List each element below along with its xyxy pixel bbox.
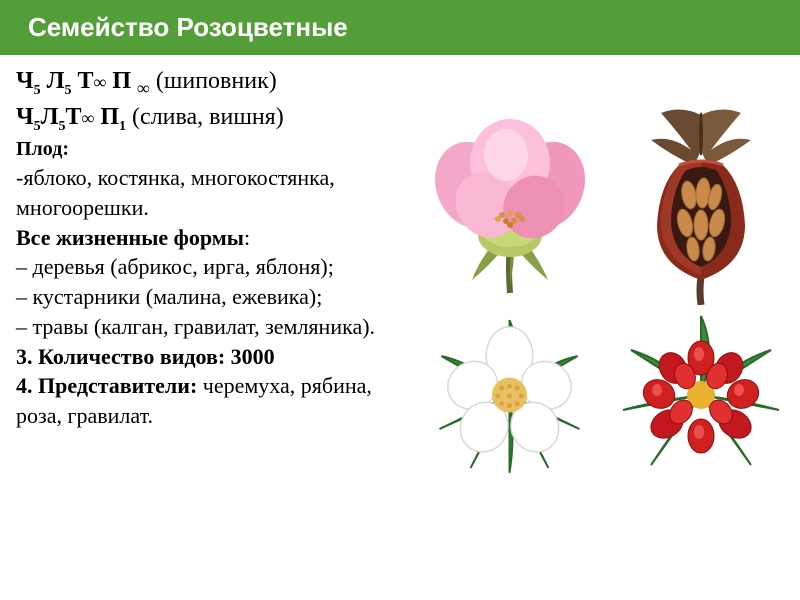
fruit-text: -яблоко, костянка, многокостянка, многоо… xyxy=(16,163,416,222)
content-area: Ч5 Л5 Т∞ П ∞ (шиповник) Ч5Л5Т∞ П1 (слива… xyxy=(0,55,800,441)
fruit-label: Плод: xyxy=(16,136,416,163)
slide-header: Семейство Розоцветные xyxy=(0,0,800,55)
formula-2: Ч5Л5Т∞ П1 (слива, вишня) xyxy=(16,101,416,137)
species-count: 3. Количество видов: 3000 xyxy=(16,342,416,372)
white-strawberry-flower xyxy=(422,305,597,485)
red-aggregate-fruit xyxy=(613,305,788,485)
image-grid xyxy=(420,115,790,485)
pink-wild-rose-flower xyxy=(422,115,597,295)
formula-1: Ч5 Л5 Т∞ П ∞ (шиповник) xyxy=(16,65,416,101)
text-column: Ч5 Л5 Т∞ П ∞ (шиповник) Ч5Л5Т∞ П1 (слива… xyxy=(16,65,416,431)
header-title: Семейство Розоцветные xyxy=(28,12,348,42)
lifeform-item-2: – кустарники (малина, ежевика); xyxy=(16,282,416,312)
lifeforms-label: Все жизненные формы: xyxy=(16,223,416,253)
lifeform-item-3: – травы (калган, гравилат, земляника). xyxy=(16,312,416,342)
representatives: 4. Представители: черемуха, рябина, роза… xyxy=(16,371,416,430)
lifeform-item-1: – деревья (абрикос, ирга, яблоня); xyxy=(16,252,416,282)
rosehip-cross-section xyxy=(613,115,788,295)
